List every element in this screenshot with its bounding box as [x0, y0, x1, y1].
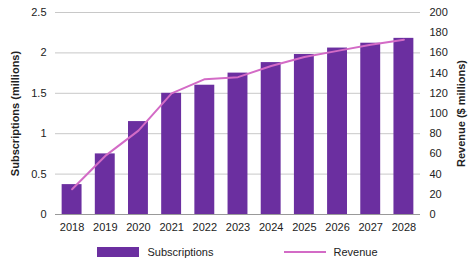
- svg-text:2020: 2020: [126, 221, 150, 233]
- svg-text:180: 180: [430, 26, 448, 38]
- svg-text:2019: 2019: [93, 221, 117, 233]
- svg-text:2024: 2024: [259, 221, 283, 233]
- svg-text:1: 1: [40, 127, 46, 139]
- svg-text:0: 0: [40, 208, 46, 220]
- svg-text:2022: 2022: [193, 221, 217, 233]
- svg-text:0.5: 0.5: [31, 168, 46, 180]
- svg-text:2: 2: [40, 46, 46, 58]
- svg-text:2.5: 2.5: [31, 6, 46, 18]
- svg-text:20: 20: [430, 188, 442, 200]
- svg-text:1.5: 1.5: [31, 87, 46, 99]
- svg-text:2023: 2023: [226, 221, 250, 233]
- svg-text:2027: 2027: [358, 221, 382, 233]
- svg-text:40: 40: [430, 168, 442, 180]
- svg-text:120: 120: [430, 87, 448, 99]
- svg-text:200: 200: [430, 6, 448, 18]
- html-text:Revenue: Revenue: [333, 246, 378, 258]
- html-text:Subscriptions: Subscriptions: [147, 246, 214, 258]
- svg-text:100: 100: [430, 107, 448, 119]
- svg-text:2018: 2018: [60, 221, 84, 233]
- svg-text:60: 60: [430, 147, 442, 159]
- svg-text:2028: 2028: [392, 221, 416, 233]
- svg-text:140: 140: [430, 67, 448, 79]
- svg-text:0: 0: [430, 208, 436, 220]
- svg-text:160: 160: [430, 46, 448, 58]
- svg-text:2021: 2021: [159, 221, 183, 233]
- svg-text:Subscriptions (millions): Subscriptions (millions): [9, 51, 21, 177]
- svg-text:Revenue ($ millions): Revenue ($ millions): [455, 60, 467, 167]
- svg-text:2026: 2026: [325, 221, 349, 233]
- svg-text:80: 80: [430, 127, 442, 139]
- svg-text:2025: 2025: [292, 221, 316, 233]
